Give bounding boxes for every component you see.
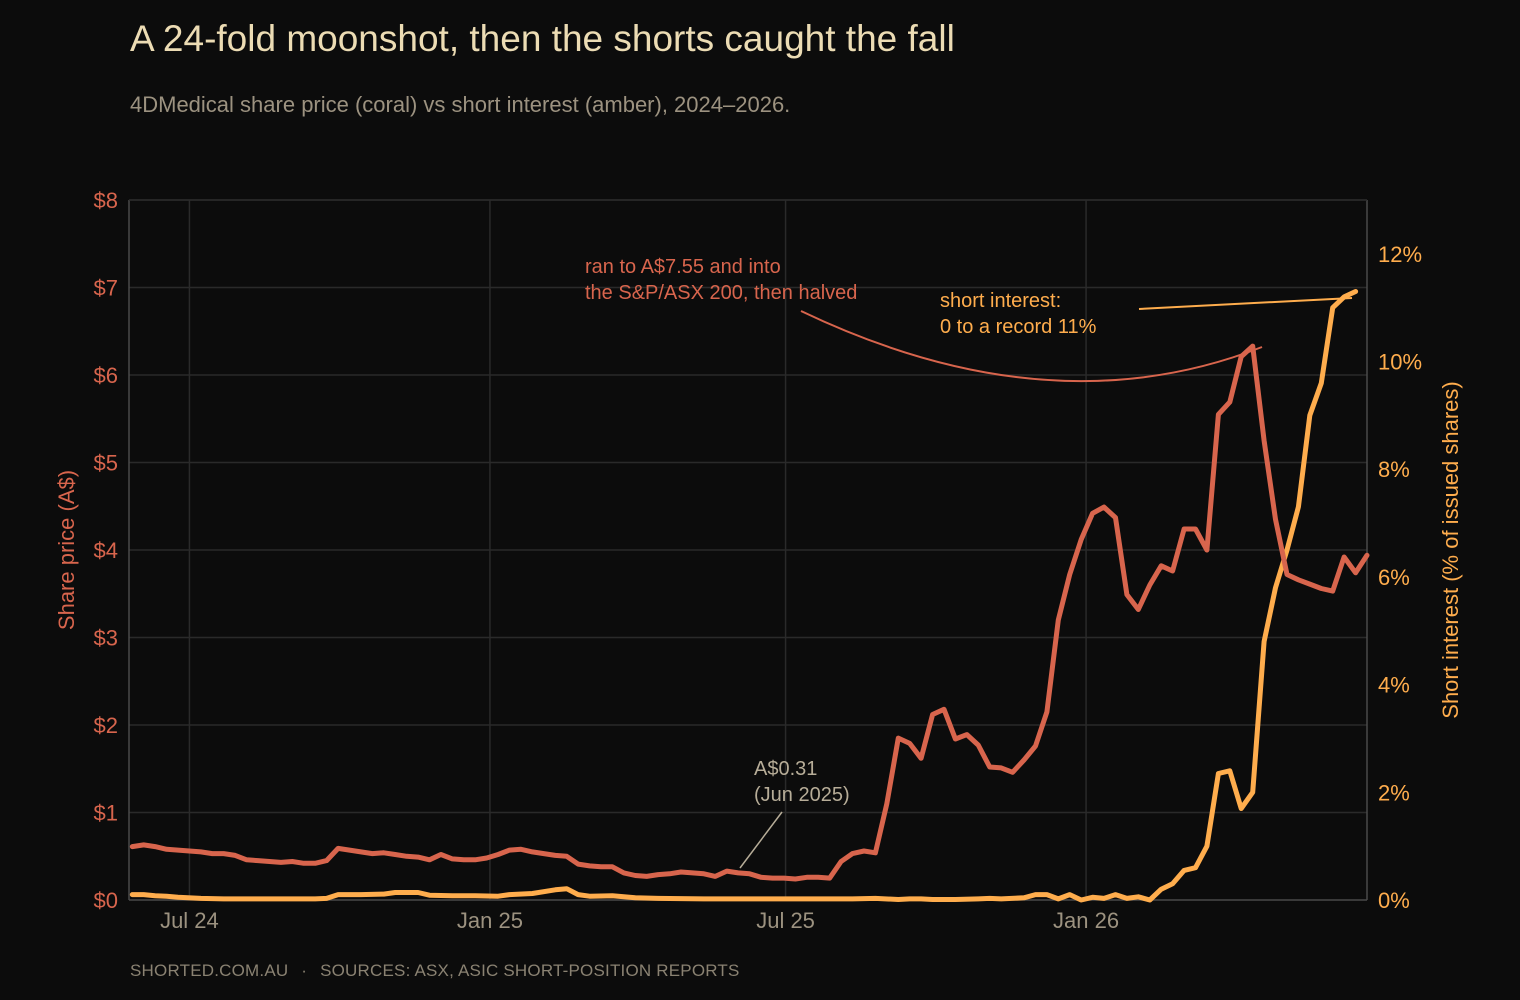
y-right-tick-label: 4% [1378,673,1410,698]
chart-footer: SHORTED.COM.AU · SOURCES: ASX, ASIC SHOR… [130,961,740,981]
x-tick-label: Jan 25 [457,908,523,933]
y-left-tick-label: $1 [94,801,118,826]
y-right-axis-label: Short interest (% of issued shares) [1438,381,1463,718]
y-left-tick-label: $3 [94,626,118,651]
y-right-tick-label: 2% [1378,780,1410,805]
y-right-tick-labels: 0% 2% 4% 6% 8% 10% 12% [1378,242,1422,913]
y-left-tick-label: $8 [94,188,118,213]
footer-sources: SOURCES: ASX, ASIC SHORT-POSITION REPORT… [320,961,740,980]
annotation-shorts: short interest: 0 to a record 11% [940,290,1097,338]
chart-subtitle: 4DMedical share price (coral) vs short i… [130,92,791,117]
y-left-tick-label: $7 [94,276,118,301]
x-tick-labels: Jul 24 Jan 25 Jul 25 Jan 26 [160,908,1119,933]
y-left-tick-label: $2 [94,713,118,738]
footer-site: SHORTED.COM.AU [130,961,289,980]
annotation-low: A$0.31 (Jun 2025) [754,758,850,806]
y-left-tick-labels: $0 $1 $2 $3 $4 $5 $6 $7 $8 [94,188,118,913]
x-tick-label: Jan 26 [1053,908,1119,933]
annotation-rally-connector [800,310,1263,383]
x-tick-label: Jul 24 [160,908,219,933]
annotation-rally: ran to A$7.55 and into the S&P/ASX 200, t… [585,256,857,304]
y-right-tick-label: 6% [1378,565,1410,590]
y-right-tick-label: 12% [1378,242,1422,267]
annotation-low-connector [739,811,783,869]
y-left-axis-label: Share price (A$) [54,470,79,630]
annotation-shorts-connector [1138,297,1353,310]
short-series-line [129,289,1359,903]
grid-lines [129,199,1367,900]
chart-title: A 24-fold moonshot, then the shorts caug… [130,18,955,59]
y-right-tick-label: 0% [1378,888,1410,913]
y-right-tick-label: 8% [1378,457,1410,482]
y-left-tick-label: $4 [94,538,118,563]
x-tick-label: Jul 25 [756,908,815,933]
price-series-line [129,343,1370,882]
series-lines [129,289,1370,903]
y-left-tick-label: $5 [94,451,118,476]
footer-separator: · [301,961,308,980]
y-left-tick-label: $6 [94,363,118,388]
y-left-tick-label: $0 [94,888,118,913]
y-right-tick-label: 10% [1378,350,1422,375]
annotations: ran to A$7.55 and into the S&P/ASX 200, t… [585,256,1353,869]
